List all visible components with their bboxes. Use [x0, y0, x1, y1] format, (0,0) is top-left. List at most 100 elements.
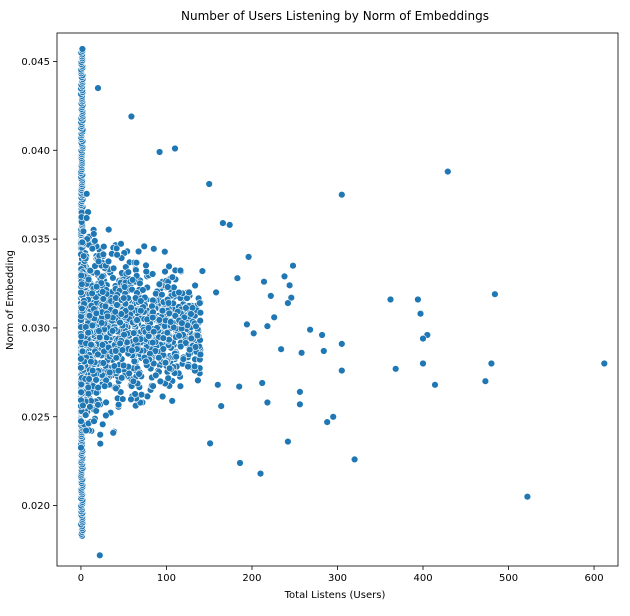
- data-point: [78, 45, 87, 53]
- data-point: [92, 283, 101, 291]
- data-point: [243, 320, 251, 329]
- data-point: [190, 362, 199, 371]
- data-point: [129, 377, 138, 385]
- data-point: [91, 237, 99, 245]
- data-point: [263, 322, 272, 330]
- data-point: [77, 364, 85, 372]
- data-point: [192, 322, 200, 330]
- data-point: [86, 403, 94, 411]
- data-point: [193, 331, 202, 340]
- data-point: [94, 350, 102, 359]
- data-point: [155, 354, 163, 362]
- data-point: [142, 261, 150, 270]
- data-point: [117, 310, 126, 318]
- data-point: [236, 459, 244, 467]
- data-point: [155, 148, 164, 156]
- data-point: [95, 327, 103, 335]
- data-point: [263, 398, 272, 407]
- data-point: [128, 285, 136, 294]
- data-point: [250, 329, 258, 337]
- data-point: [100, 242, 108, 251]
- data-point: [84, 275, 93, 284]
- data-point: [131, 390, 139, 398]
- data-point: [148, 270, 157, 278]
- data-point: [191, 281, 199, 290]
- data-point: [104, 257, 113, 266]
- data-point: [104, 225, 113, 234]
- data-point: [101, 302, 110, 311]
- data-point: [95, 333, 104, 341]
- data-point: [155, 280, 164, 288]
- data-point: [179, 355, 188, 363]
- data-point: [161, 267, 169, 276]
- data-point: [120, 331, 128, 339]
- data-point: [94, 383, 102, 392]
- data-point: [258, 379, 266, 387]
- data-point: [97, 319, 106, 327]
- data-point: [161, 248, 169, 256]
- y-tick-label: 0.030: [21, 323, 50, 334]
- data-point: [164, 299, 173, 307]
- x-tick-label: 200: [242, 573, 261, 584]
- data-point: [419, 359, 427, 368]
- data-point: [182, 339, 190, 347]
- x-tick-label: 300: [328, 573, 347, 584]
- data-point: [188, 304, 197, 312]
- y-axis-label: Norm of Embedding: [5, 250, 16, 350]
- data-point: [184, 362, 192, 371]
- data-point: [82, 426, 90, 435]
- y-tick-label: 0.020: [21, 501, 50, 512]
- data-point: [117, 240, 125, 248]
- data-point: [338, 191, 346, 199]
- data-point: [212, 288, 220, 297]
- data-point: [177, 342, 185, 351]
- data-point: [77, 355, 85, 363]
- data-point: [96, 440, 105, 448]
- data-point: [116, 318, 124, 327]
- data-point: [120, 283, 129, 291]
- data-point: [219, 219, 227, 227]
- data-point: [392, 365, 400, 373]
- data-point: [127, 112, 136, 121]
- data-point: [92, 407, 100, 415]
- data-point: [270, 313, 278, 321]
- data-point: [217, 402, 225, 410]
- data-point: [167, 318, 175, 326]
- data-point: [90, 417, 98, 425]
- data-point: [171, 144, 179, 153]
- y-tick-label: 0.040: [21, 146, 50, 157]
- data-point: [112, 384, 120, 393]
- data-point: [134, 247, 143, 256]
- data-point: [88, 289, 96, 297]
- data-point: [98, 341, 107, 349]
- data-point: [108, 327, 117, 335]
- data-point: [117, 374, 126, 382]
- data-point: [196, 299, 204, 307]
- data-point: [142, 267, 151, 276]
- data-point: [214, 381, 222, 389]
- data-point: [165, 364, 174, 372]
- data-point: [142, 357, 150, 365]
- data-point: [79, 227, 88, 236]
- data-point: [414, 295, 422, 304]
- data-point: [182, 304, 190, 312]
- data-point: [175, 288, 183, 297]
- data-point: [94, 401, 102, 409]
- data-point: [94, 257, 103, 266]
- data-point: [113, 251, 121, 259]
- data-points: [77, 45, 608, 559]
- data-point: [280, 272, 289, 281]
- data-point: [118, 395, 127, 403]
- y-tick-label: 0.035: [21, 235, 50, 246]
- data-point: [99, 250, 108, 259]
- data-point: [98, 288, 107, 296]
- data-point: [175, 332, 183, 340]
- data-point: [137, 307, 145, 315]
- data-point: [77, 380, 86, 389]
- data-point: [133, 316, 141, 324]
- data-point: [137, 297, 145, 305]
- data-point: [85, 312, 94, 320]
- data-point: [320, 347, 328, 355]
- data-point: [149, 382, 157, 390]
